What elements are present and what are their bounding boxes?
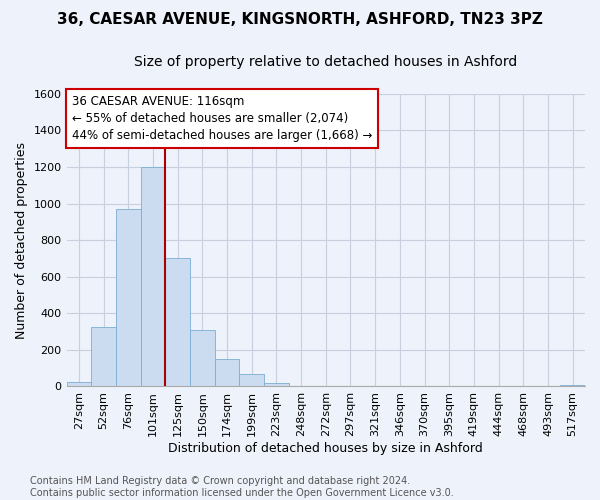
Text: Contains HM Land Registry data © Crown copyright and database right 2024.
Contai: Contains HM Land Registry data © Crown c…: [30, 476, 454, 498]
Bar: [91, 327, 116, 386]
Text: 36 CAESAR AVENUE: 116sqm
← 55% of detached houses are smaller (2,074)
44% of sem: 36 CAESAR AVENUE: 116sqm ← 55% of detach…: [72, 95, 372, 142]
Bar: [67, 382, 91, 386]
Bar: [264, 383, 289, 386]
Title: Size of property relative to detached houses in Ashford: Size of property relative to detached ho…: [134, 55, 517, 69]
Bar: [116, 209, 140, 386]
Bar: [165, 258, 190, 386]
Y-axis label: Number of detached properties: Number of detached properties: [15, 142, 28, 338]
X-axis label: Distribution of detached houses by size in Ashford: Distribution of detached houses by size …: [169, 442, 483, 455]
Bar: [190, 330, 215, 386]
Bar: [239, 374, 264, 386]
Bar: [140, 167, 165, 386]
Text: 36, CAESAR AVENUE, KINGSNORTH, ASHFORD, TN23 3PZ: 36, CAESAR AVENUE, KINGSNORTH, ASHFORD, …: [57, 12, 543, 28]
Bar: [215, 359, 239, 386]
Bar: [560, 385, 585, 386]
